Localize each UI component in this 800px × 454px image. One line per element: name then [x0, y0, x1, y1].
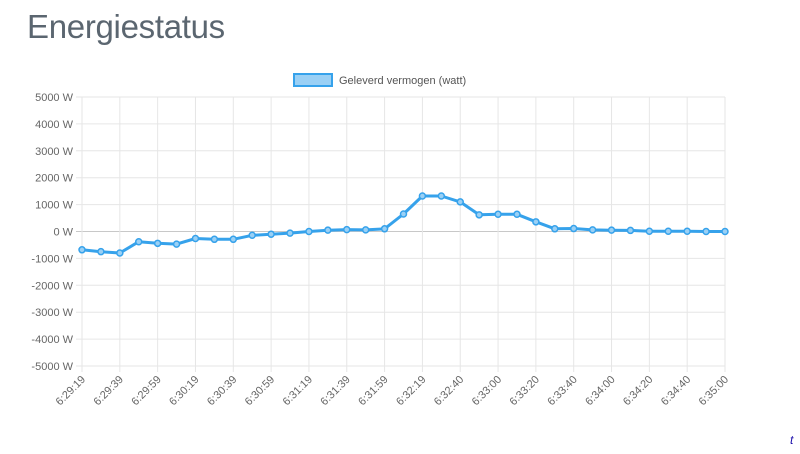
x-tick-label: 6:29:59 [129, 374, 163, 408]
x-tick-label: 6:33:20 [508, 374, 542, 408]
y-tick-label: 5000 W [35, 92, 74, 104]
data-point[interactable] [343, 225, 351, 234]
legend-swatch [293, 73, 333, 87]
data-point[interactable] [664, 227, 673, 235]
y-tick-label: 4000 W [35, 119, 74, 131]
data-point[interactable] [569, 224, 578, 233]
x-tick-label: 6:32:19 [394, 374, 428, 408]
data-point[interactable] [229, 235, 238, 244]
page-title: Energiestatus [27, 8, 225, 45]
data-point[interactable] [380, 225, 389, 233]
x-tick-label: 6:29:19 [54, 374, 88, 408]
data-point[interactable] [702, 227, 710, 236]
legend-label: Geleverd vermogen (watt) [339, 75, 466, 87]
x-tick-label: 6:32:40 [432, 374, 466, 408]
data-point[interactable] [588, 226, 597, 234]
data-point[interactable] [513, 210, 521, 219]
x-tick-label: 6:30:19 [167, 374, 201, 408]
data-point[interactable] [721, 227, 729, 236]
data-point[interactable] [305, 227, 313, 236]
series-points [78, 192, 729, 257]
y-tick-label: -5000 W [31, 361, 73, 373]
corner-link-fragment[interactable]: t [790, 434, 794, 446]
data-point[interactable] [191, 234, 200, 243]
data-point[interactable] [153, 239, 162, 248]
y-tick-label: 0 W [53, 227, 73, 239]
data-point[interactable] [134, 237, 143, 246]
x-tick-label: 6:31:19 [281, 374, 315, 408]
data-point[interactable] [532, 218, 540, 226]
y-tick-label: -4000 W [31, 334, 73, 346]
data-point[interactable] [645, 227, 654, 235]
x-tick-label: 6:34:20 [621, 374, 655, 408]
data-point[interactable] [172, 240, 181, 248]
chart-grid [76, 96, 726, 372]
data-point[interactable] [210, 235, 219, 244]
x-tick-label: 6:33:40 [545, 374, 579, 408]
x-tick-label: 6:30:59 [243, 374, 277, 408]
data-point[interactable] [286, 229, 294, 237]
data-point[interactable] [475, 211, 483, 219]
data-point[interactable] [551, 225, 559, 233]
data-point[interactable] [683, 227, 691, 235]
data-point[interactable] [494, 210, 502, 219]
y-axis: 5000 W 4000 W 3000 W 2000 W 1000 W 0 W -1000 W… [31, 92, 73, 373]
x-tick-label: 6:34:00 [583, 374, 617, 408]
data-point[interactable] [437, 192, 446, 200]
y-tick-label: 1000 W [35, 200, 74, 212]
y-tick-label: -3000 W [31, 307, 73, 319]
x-tick-label: 6:31:59 [356, 374, 390, 408]
data-point[interactable] [456, 198, 464, 206]
data-point[interactable] [78, 246, 86, 254]
x-axis: 6:29:19 6:29:39 6:29:59 6:30:19 6:30:39 6:30:… [54, 374, 731, 408]
x-tick-label: 6:35:00 [697, 374, 731, 408]
x-tick-label: 6:29:39 [92, 374, 126, 408]
x-tick-label: 6:31:39 [318, 374, 352, 408]
data-point[interactable] [626, 226, 635, 235]
data-point[interactable] [418, 192, 427, 200]
y-tick-label: -1000 W [31, 253, 73, 265]
chart-legend[interactable]: Geleverd vermogen (watt) [293, 73, 466, 87]
data-point[interactable] [248, 231, 256, 240]
y-tick-label: 3000 W [35, 146, 74, 158]
y-tick-label: 2000 W [35, 173, 74, 185]
data-point[interactable] [607, 226, 616, 234]
data-point[interactable] [324, 226, 332, 234]
data-point[interactable] [97, 247, 105, 256]
data-point[interactable] [361, 226, 370, 234]
data-point[interactable] [267, 230, 275, 238]
x-tick-label: 6:30:39 [205, 374, 239, 408]
data-point[interactable] [116, 249, 124, 257]
y-tick-label: -2000 W [31, 280, 73, 292]
data-point[interactable] [399, 210, 408, 218]
x-tick-label: 6:33:00 [470, 374, 504, 408]
x-tick-label: 6:34:40 [659, 374, 693, 408]
